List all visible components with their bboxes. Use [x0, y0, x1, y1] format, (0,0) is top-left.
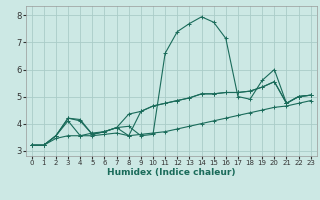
- X-axis label: Humidex (Indice chaleur): Humidex (Indice chaleur): [107, 168, 236, 177]
